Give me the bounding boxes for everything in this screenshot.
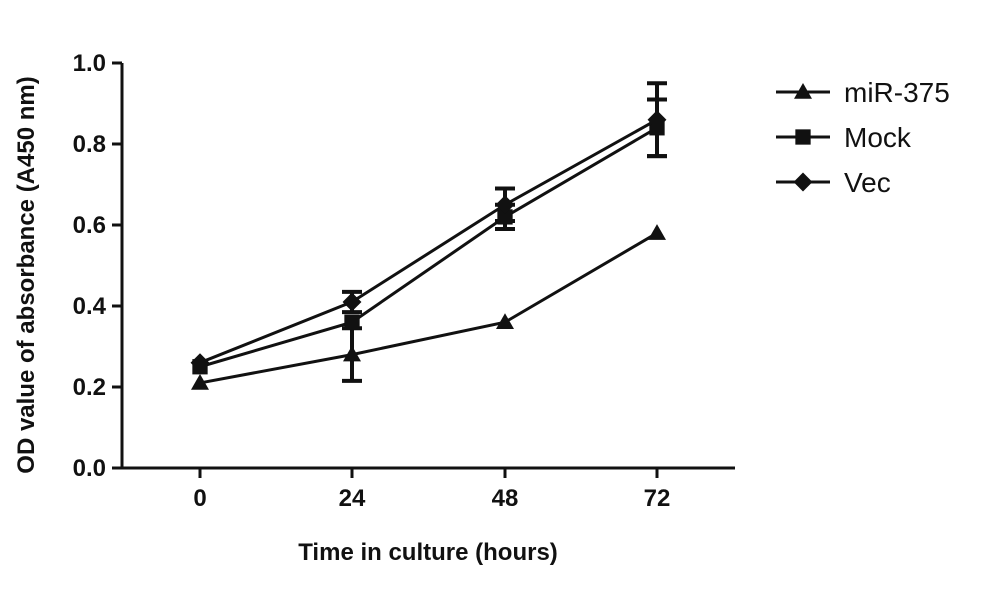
x-axis-title: Time in culture (hours) [298,539,558,566]
series-line [199,231,658,385]
legend-label: Vec [844,167,891,198]
y-axis-ticks: 0.0 0.2 0.4 0.6 0.8 1.0 [73,50,122,482]
series-line [199,126,658,369]
series-mir-375 [191,224,666,390]
legend-item: Vec [776,167,891,198]
triangle-marker [794,83,812,99]
square-marker [795,129,811,145]
y-tick-label: 0.8 [73,131,106,158]
diamond-marker [342,292,362,312]
y-axis-title: OD value of absorbance (A450 nm) [13,76,40,473]
x-tick-label: 72 [644,485,671,512]
y-tick-label: 0.0 [73,455,106,482]
triangle-marker [191,373,209,390]
y-tick-label: 1.0 [73,50,106,77]
triangle-marker [496,313,514,329]
legend-label: Mock [844,122,912,153]
legend-item: miR-375 [776,77,950,108]
series-vec [190,81,667,373]
triangle-marker [343,345,361,362]
diamond-marker [190,353,210,373]
legend-item: Mock [776,122,912,153]
diamond-marker [793,172,813,192]
y-tick-label: 0.4 [73,293,107,320]
plot-area [190,81,667,390]
diamond-marker [495,195,515,215]
x-axis-ticks: 0 24 48 72 [193,468,670,512]
x-tick-label: 24 [339,485,366,512]
y-tick-label: 0.2 [73,374,106,401]
x-tick-label: 48 [492,485,519,512]
legend: miR-375 Mock Vec [776,77,950,198]
series-line [199,118,658,365]
y-tick-label: 0.6 [73,212,106,239]
triangle-marker [648,224,666,240]
diamond-marker [647,110,667,130]
legend-label: miR-375 [844,77,950,108]
square-marker [344,314,360,330]
x-tick-label: 0 [193,485,206,512]
series-mock [192,97,667,375]
